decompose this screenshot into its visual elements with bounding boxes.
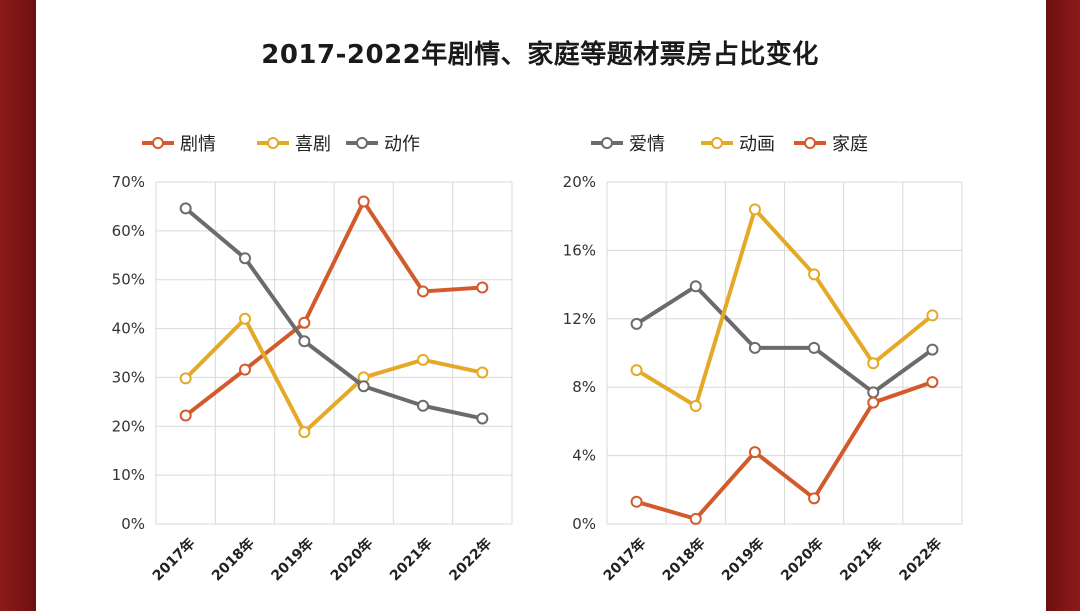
chart-panel bbox=[36, 0, 1046, 611]
left-frame bbox=[0, 0, 36, 611]
legend-swatch-marker bbox=[267, 137, 279, 149]
y-tick-label: 20% bbox=[563, 173, 596, 191]
legend-entry: 家庭 bbox=[794, 134, 868, 155]
data-point bbox=[417, 399, 429, 412]
data-point bbox=[239, 363, 251, 376]
data-point bbox=[689, 512, 702, 525]
data-point bbox=[808, 341, 821, 354]
series-爱情 bbox=[630, 280, 939, 399]
x-tick-label: 2020年 bbox=[777, 535, 826, 584]
data-point bbox=[748, 203, 761, 216]
y-tick-label: 20% bbox=[112, 417, 145, 435]
x-tick-label: 2018年 bbox=[659, 535, 708, 584]
legend-swatch-marker bbox=[711, 137, 723, 149]
series-line bbox=[634, 284, 935, 395]
data-point bbox=[476, 281, 489, 294]
x-tick-label: 2017年 bbox=[600, 535, 649, 584]
y-tick-label: 0% bbox=[121, 515, 145, 533]
gridlines bbox=[606, 181, 963, 525]
x-tick-label: 2019年 bbox=[718, 535, 767, 584]
y-tick-label: 8% bbox=[572, 378, 596, 396]
data-point bbox=[689, 280, 702, 293]
series-line bbox=[634, 380, 935, 521]
legend-entry: 爱情 bbox=[591, 134, 665, 155]
data-point bbox=[179, 372, 192, 385]
data-point bbox=[867, 386, 880, 399]
legend-label: 家庭 bbox=[832, 134, 868, 155]
series-line bbox=[183, 316, 485, 435]
y-tick-label: 40% bbox=[112, 320, 145, 338]
legend-swatch-marker bbox=[601, 137, 613, 149]
legend-label: 喜剧 bbox=[295, 134, 331, 155]
data-point bbox=[808, 268, 821, 281]
legend-label: 动作 bbox=[384, 134, 420, 155]
data-point bbox=[357, 380, 370, 393]
data-point bbox=[630, 317, 643, 330]
gridlines bbox=[155, 181, 513, 525]
data-point bbox=[926, 309, 939, 322]
data-point bbox=[476, 412, 489, 425]
y-tick-label: 30% bbox=[112, 368, 145, 386]
x-tick-label: 2021年 bbox=[837, 535, 886, 584]
series-喜剧 bbox=[179, 312, 489, 439]
series-line bbox=[634, 207, 935, 409]
data-point bbox=[689, 400, 702, 413]
page-title: 2017-2022年剧情、家庭等题材票房占比变化 bbox=[261, 40, 819, 70]
legend-label: 爱情 bbox=[629, 134, 665, 155]
data-point bbox=[298, 426, 311, 439]
data-point bbox=[748, 341, 761, 354]
data-point bbox=[357, 195, 370, 208]
data-point bbox=[867, 396, 880, 409]
y-tick-label: 16% bbox=[563, 241, 596, 259]
y-tick-label: 0% bbox=[572, 515, 596, 533]
data-point bbox=[179, 202, 192, 215]
legend-swatch-marker bbox=[804, 137, 816, 149]
data-point bbox=[417, 353, 429, 366]
legend-entry: 动画 bbox=[701, 134, 775, 155]
series-动画 bbox=[630, 203, 939, 413]
data-point bbox=[179, 409, 192, 422]
series-line bbox=[183, 199, 485, 418]
series-剧情 bbox=[179, 195, 489, 422]
data-point bbox=[748, 446, 761, 459]
series-动作 bbox=[179, 202, 489, 425]
data-point bbox=[867, 357, 880, 370]
data-point bbox=[239, 252, 251, 265]
y-tick-label: 60% bbox=[112, 222, 145, 240]
data-point bbox=[417, 285, 429, 298]
right-frame bbox=[1046, 0, 1080, 611]
y-tick-label: 12% bbox=[563, 310, 596, 328]
series-line bbox=[183, 206, 485, 421]
y-tick-label: 10% bbox=[112, 466, 145, 484]
data-point bbox=[926, 376, 939, 389]
data-point bbox=[926, 343, 939, 356]
legend-entry: 喜剧 bbox=[257, 134, 331, 155]
legend-label: 动画 bbox=[739, 134, 775, 155]
y-tick-label: 50% bbox=[112, 271, 145, 289]
legend-label: 剧情 bbox=[180, 134, 216, 155]
data-point bbox=[476, 366, 489, 379]
x-tick-label: 2022年 bbox=[896, 535, 945, 584]
y-tick-label: 70% bbox=[112, 173, 145, 191]
legend-entry: 剧情 bbox=[142, 134, 216, 155]
data-point bbox=[808, 492, 821, 505]
y-tick-label: 4% bbox=[572, 447, 596, 465]
series-家庭 bbox=[630, 376, 939, 525]
data-point bbox=[630, 495, 643, 508]
data-point bbox=[298, 335, 311, 348]
legend-swatch-marker bbox=[152, 137, 164, 149]
legend-swatch-marker bbox=[356, 137, 368, 149]
data-point bbox=[298, 316, 311, 329]
legend-entry: 动作 bbox=[346, 134, 420, 155]
data-point bbox=[630, 364, 643, 377]
data-point bbox=[239, 312, 251, 325]
